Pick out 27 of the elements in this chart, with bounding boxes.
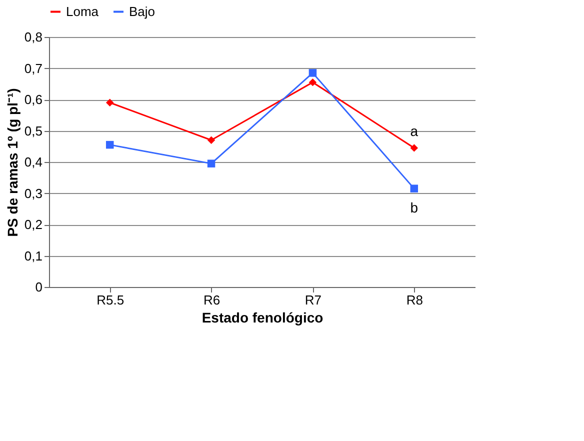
- y-tick-label: 0,1: [24, 248, 42, 264]
- y-tick-label: 0,6: [24, 92, 42, 107]
- point: [207, 136, 216, 144]
- y-tick-label: 0,2: [24, 217, 42, 232]
- legend-label: Loma: [66, 4, 100, 19]
- point: [106, 98, 114, 106]
- y-tick-label: 0,3: [24, 186, 42, 201]
- y-tick-label: 0,7: [24, 60, 42, 76]
- y-axis-title: PS de ramas 1º (g pl⁻¹): [4, 88, 20, 237]
- y-tick-label: 0,8: [24, 30, 42, 44]
- x-axis-title: Estado fenológico: [202, 310, 324, 326]
- point: [207, 160, 216, 168]
- point: [410, 144, 418, 152]
- annotation: a: [410, 122, 418, 139]
- annotation: b: [410, 200, 418, 216]
- x-tick-label: R7: [304, 292, 322, 308]
- point: [410, 184, 418, 192]
- x-tick-label: R6: [203, 292, 220, 308]
- point: [308, 78, 317, 86]
- point: [308, 69, 317, 77]
- x-tick-label: R8: [406, 292, 423, 308]
- y-tick-label: 0: [35, 280, 42, 294]
- y-tick-label: 0,5: [24, 123, 42, 138]
- x-tick-label: R5.5: [96, 292, 124, 308]
- legend-label: Bajo: [129, 4, 156, 19]
- point: [106, 140, 114, 149]
- y-tick-label: 0,4: [24, 154, 42, 170]
